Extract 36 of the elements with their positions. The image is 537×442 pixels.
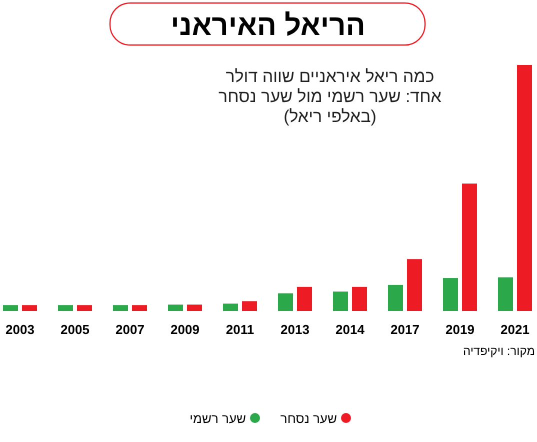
- x-tick-label: 2013: [280, 322, 310, 337]
- bar: [333, 292, 348, 311]
- x-tick-label: 2017: [390, 322, 420, 337]
- x-tick-label: 2007: [116, 322, 144, 337]
- text: מקור: ויקיפדיה: [462, 344, 535, 358]
- legend-label: שער רשמי: [190, 411, 246, 426]
- bar: [58, 305, 73, 311]
- bar: [407, 259, 422, 311]
- x-tick-label: 2011: [226, 322, 254, 337]
- bar: [77, 305, 92, 311]
- legend-label: שער נסחר: [280, 411, 337, 426]
- bar: [132, 305, 147, 311]
- x-tick-label: 2005: [60, 322, 90, 337]
- text: כמה ריאל איראניים שווה דולר אחד: שער רשמי מול שער נסחר (באלפי ריאל): [218, 67, 442, 126]
- bar: [462, 184, 477, 311]
- title: הריאל האיראני: [109, 2, 426, 46]
- bar: [223, 304, 238, 311]
- bar: [242, 301, 257, 311]
- x-tick-label: 2021: [500, 322, 530, 337]
- bar: [352, 286, 367, 311]
- x-tick-label: 2003: [6, 322, 34, 337]
- x-tick-label: 2009: [170, 322, 200, 337]
- bar: [498, 277, 513, 311]
- bar: [278, 293, 293, 311]
- bar: [22, 305, 37, 311]
- bar: [168, 304, 183, 311]
- bar: [187, 304, 202, 311]
- x-tick-label: 2014: [336, 322, 366, 337]
- bar: [297, 286, 312, 311]
- bar: [3, 305, 18, 311]
- x-tick-label: 2019: [446, 322, 474, 337]
- bar: [388, 284, 403, 311]
- bar: [517, 65, 532, 311]
- bar: [443, 278, 458, 311]
- chart-title: הריאל האיראני: [170, 10, 366, 42]
- bar: [113, 305, 128, 311]
